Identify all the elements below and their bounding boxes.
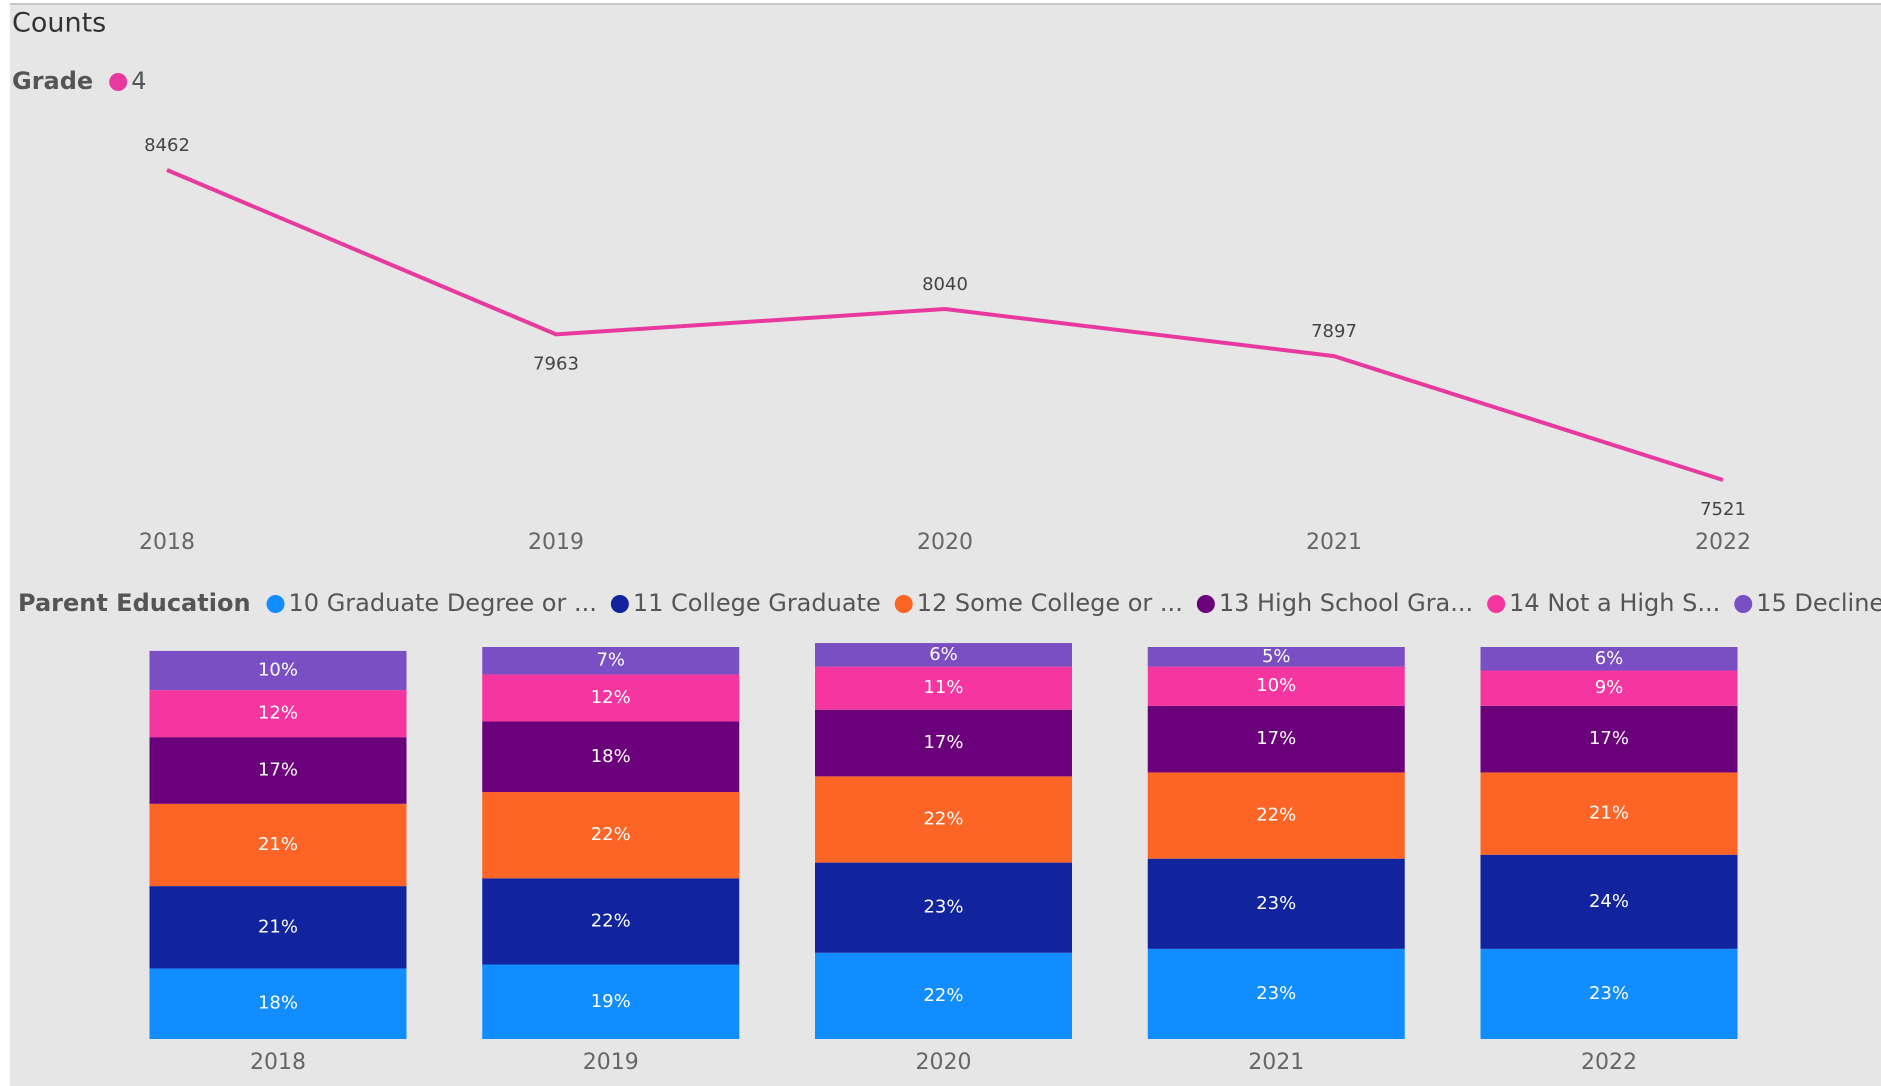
bar-segment [1147, 666, 1405, 706]
data-label: 6% [1595, 648, 1624, 669]
x-tick-label: 2018 [250, 1050, 306, 1075]
legend-label: 11 College Graduate [633, 589, 881, 617]
data-label: 23% [1256, 983, 1296, 1004]
bar-segment [149, 690, 407, 738]
legend-marker [610, 595, 629, 613]
legend-title: Grade [12, 67, 93, 95]
x-tick-label: 2019 [528, 530, 584, 555]
x-tick-label: 2022 [1695, 530, 1751, 555]
x-tick-label: 2020 [917, 530, 973, 555]
data-label: 11% [923, 677, 963, 698]
data-label: 23% [1589, 983, 1629, 1004]
data-label: 12% [591, 687, 631, 708]
data-label: 21% [1589, 803, 1629, 824]
data-label: 5% [1262, 646, 1291, 667]
bar-segment [1147, 948, 1405, 1039]
data-label: 22% [591, 910, 631, 931]
data-label: 10% [1256, 675, 1296, 696]
x-tick-label: 2019 [583, 1050, 639, 1075]
chart-title: Counts [12, 8, 106, 39]
data-label: 21% [258, 916, 298, 937]
bar-segment [482, 964, 740, 1039]
legend-marker [1734, 595, 1753, 613]
data-label: 18% [591, 746, 631, 767]
data-label: 22% [923, 985, 963, 1006]
bar-segment [815, 643, 1072, 667]
x-tick-label: 2020 [916, 1050, 972, 1075]
data-label: 17% [1256, 728, 1296, 749]
bar-segment [1147, 705, 1405, 773]
bar-segment [1480, 705, 1738, 773]
bar-segment [149, 803, 407, 887]
legend-marker [1196, 595, 1215, 613]
data-label: 7521 [1700, 499, 1746, 520]
bar-segment [482, 878, 740, 965]
bar-segment [482, 647, 740, 675]
data-label: 7963 [533, 353, 579, 374]
bar-segment [815, 952, 1072, 1039]
data-label: 9% [1595, 677, 1624, 698]
x-tick-label: 2022 [1581, 1050, 1637, 1075]
bar-segment [149, 968, 407, 1039]
bar-segment [1147, 858, 1405, 949]
data-label: 10% [258, 660, 298, 681]
data-label: 23% [923, 897, 963, 918]
bar-segment [815, 862, 1072, 953]
data-label: 22% [591, 824, 631, 845]
bar-segment [1480, 772, 1738, 855]
bar-segment [149, 650, 407, 691]
x-tick-label: 2021 [1248, 1050, 1304, 1075]
legend-label: 13 High School Gra... [1219, 589, 1473, 617]
legend-marker [894, 595, 913, 613]
data-label: 7897 [1311, 321, 1357, 342]
data-label: 23% [1256, 893, 1296, 914]
legend-label: 15 Decline to St... [1756, 589, 1881, 617]
data-label: 17% [1589, 728, 1629, 749]
bar-segment [1147, 772, 1405, 859]
bar-segment [1480, 670, 1738, 706]
data-label: 17% [258, 759, 298, 780]
legend-marker [109, 73, 128, 91]
data-label: 12% [258, 703, 298, 724]
legend-label: 12 Some College or ... [917, 589, 1183, 617]
bar-segment [482, 721, 740, 793]
bar-segment [1480, 854, 1738, 949]
data-label: 22% [1256, 805, 1296, 826]
bar-segment [1480, 647, 1738, 671]
bar-segment [815, 666, 1072, 710]
bar-segment [482, 674, 740, 722]
bar-segment [1147, 647, 1405, 667]
data-label: 18% [258, 993, 298, 1014]
bar-segment [1480, 948, 1738, 1039]
x-tick-label: 2021 [1306, 530, 1362, 555]
line [166, 168, 1724, 482]
data-label: 24% [1589, 891, 1629, 912]
legend-label: 10 Graduate Degree or ... [289, 589, 597, 617]
bar-segment [149, 886, 407, 969]
data-label: 17% [923, 732, 963, 753]
bar-segment [815, 776, 1072, 863]
data-label: 19% [591, 991, 631, 1012]
bar-segment [149, 737, 407, 804]
x-tick-label: 2018 [139, 530, 195, 555]
data-label: 8040 [922, 274, 968, 295]
legend-title: Parent Education [18, 589, 251, 617]
data-label: 7% [596, 650, 625, 671]
bar-segment [482, 792, 740, 879]
legend-marker [266, 595, 285, 613]
bar-segment [815, 709, 1072, 777]
data-label: 22% [923, 808, 963, 829]
legend-label: 4 [131, 67, 146, 95]
legend-label: 14 Not a High S... [1509, 589, 1720, 617]
data-label: 21% [258, 834, 298, 855]
legend-marker [1487, 595, 1506, 613]
data-label: 6% [929, 644, 958, 665]
data-label: 8462 [144, 135, 190, 156]
